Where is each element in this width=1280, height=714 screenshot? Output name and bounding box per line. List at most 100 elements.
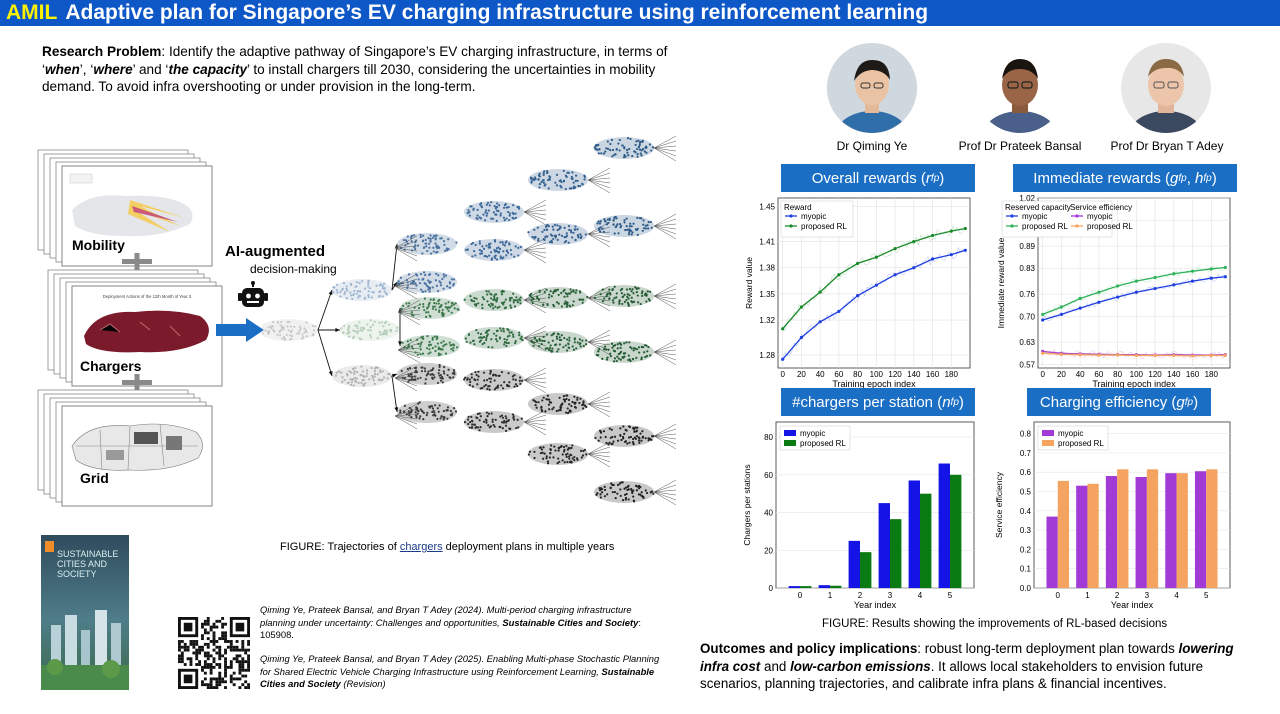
x-tick-label: 2: [1115, 591, 1120, 600]
outcomes-text-3: . It allows local stakeholders to envisi…: [700, 658, 1204, 692]
series-point: [799, 305, 804, 309]
series-point: [1097, 290, 1101, 294]
tree-node: [397, 363, 457, 385]
x-axis-label: Year index: [1111, 600, 1154, 610]
bar: [950, 474, 962, 588]
bar: [878, 503, 890, 588]
outcomes-lead: Outcomes and policy implications: [700, 641, 918, 656]
root-state: [262, 319, 318, 341]
reference-1-journal: Sustainable Cities and Society: [502, 616, 639, 628]
problem-where: where: [93, 61, 133, 77]
chargers-map-title: Deployment Actions of the 12th Month of …: [103, 294, 192, 299]
x-tick-label: 80: [1113, 370, 1122, 379]
x-tick-label: 40: [1076, 370, 1085, 379]
author-photo-2: [975, 43, 1065, 133]
legend-swatch: [784, 440, 796, 446]
series-point: [1223, 265, 1227, 270]
charging-efficiency-chart: 0.0 0.1 0.2 0.3 0.4 0.5 0.6 0.7 0.8 0 1 2 3 4 5 Year in…: [994, 421, 1231, 610]
chart-1-title: Overall rewards (r f p): [781, 164, 975, 192]
x-tick-label: 1: [1085, 591, 1090, 600]
legend-label: proposed RL: [801, 222, 847, 231]
series-point: [781, 327, 785, 331]
problem-text-1: : Identify the adaptive pathway of Singa…: [42, 44, 668, 77]
series-point: [1209, 267, 1213, 271]
y-tick-label: 40: [764, 509, 773, 518]
y-tick-label: 1.32: [759, 316, 775, 325]
tree-node: [400, 297, 460, 319]
legend-label: proposed RL: [800, 439, 846, 448]
title-bar: AMIL Adaptive plan for Singapore’s EV ch…: [0, 0, 1280, 26]
y-axis-label: Chargers per stations: [742, 464, 752, 545]
x-tick-label: 4: [918, 591, 923, 600]
series-point: [963, 248, 967, 252]
series-point: [1190, 279, 1195, 283]
bar: [1046, 516, 1058, 588]
series-point: [1116, 284, 1120, 288]
series-point: [1134, 279, 1138, 283]
x-tick-label: 100: [1130, 370, 1144, 379]
x-tick-label: 180: [945, 370, 959, 379]
series-point: [1190, 354, 1195, 358]
tree-node: [400, 335, 460, 357]
publisher-logo: [45, 541, 54, 552]
tree-node: [594, 481, 655, 503]
legend-box: [1001, 200, 1113, 238]
tree-node: [464, 327, 524, 349]
tree-node: [332, 365, 393, 387]
series-point: [874, 255, 878, 259]
x-tick-label: 120: [1148, 370, 1162, 379]
series-point: [1223, 275, 1227, 279]
legend-marker: [789, 214, 793, 218]
grid-label: Grid: [80, 470, 109, 486]
legend-label: myopic: [801, 212, 826, 221]
chargers-stack: Deployment Actions of the 12th Month of …: [47, 269, 223, 387]
legend-swatch: [784, 430, 796, 436]
series-point: [874, 283, 878, 287]
bar: [1206, 469, 1218, 588]
bar: [1076, 485, 1088, 588]
x-axis-label: Training epoch index: [832, 379, 916, 388]
y-tick-label: 0.83: [1019, 264, 1035, 273]
tree-node: [331, 279, 392, 301]
series-point: [912, 239, 916, 244]
series-point: [1078, 306, 1082, 310]
x-tick-label: 1: [828, 591, 833, 600]
y-axis-label: Immediate reward value: [996, 237, 1006, 328]
tree-node: [397, 401, 458, 423]
y-tick-label: 0.7: [1020, 449, 1032, 458]
tree-node: [463, 411, 524, 433]
legend-label: myopic: [1022, 212, 1047, 221]
x-tick-label: 5: [948, 591, 953, 600]
tree-node: [594, 425, 655, 447]
legend-label: myopic: [1058, 429, 1083, 438]
series-point: [930, 233, 935, 238]
qr-code[interactable]: [178, 617, 250, 689]
immediate-rewards-chart: 0 20 40 60 80 100 120 140 160 180 0.57 0.63 0.70 0.76…: [996, 194, 1231, 388]
outcomes-text-2: and: [760, 658, 791, 674]
series-point: [1190, 269, 1195, 273]
series-point: [893, 246, 897, 251]
series-point: [1116, 353, 1120, 357]
y-tick-label: 20: [764, 546, 773, 555]
mobility-stack: [37, 149, 213, 267]
journal-cover: SUSTAINABLE CITIES AND SOCIETY: [41, 535, 129, 690]
y-tick-label: 0.0: [1020, 584, 1032, 593]
tree-node: [340, 319, 400, 341]
x-tick-label: 40: [816, 370, 825, 379]
y-tick-label: 0.8: [1020, 430, 1032, 439]
robot-icon: [238, 281, 268, 307]
series-point: [1209, 276, 1213, 280]
x-tick-label: 0: [1056, 591, 1061, 600]
figure-caption-link[interactable]: chargers: [399, 541, 443, 553]
y-tick-label: 80: [764, 433, 773, 442]
bar: [1194, 471, 1207, 588]
ai-title: AI-augmented: [225, 243, 326, 260]
x-tick-label: 20: [1057, 370, 1066, 379]
series-point: [893, 273, 897, 277]
x-tick-label: 4: [1174, 591, 1179, 600]
tree-node: [528, 169, 588, 191]
problem-capacity: the capacity: [168, 61, 248, 77]
x-tick-label: 60: [834, 370, 843, 379]
chart-4-title-text: Charging efficiency: [1039, 393, 1168, 411]
y-tick-label: 0.6: [1020, 468, 1032, 477]
